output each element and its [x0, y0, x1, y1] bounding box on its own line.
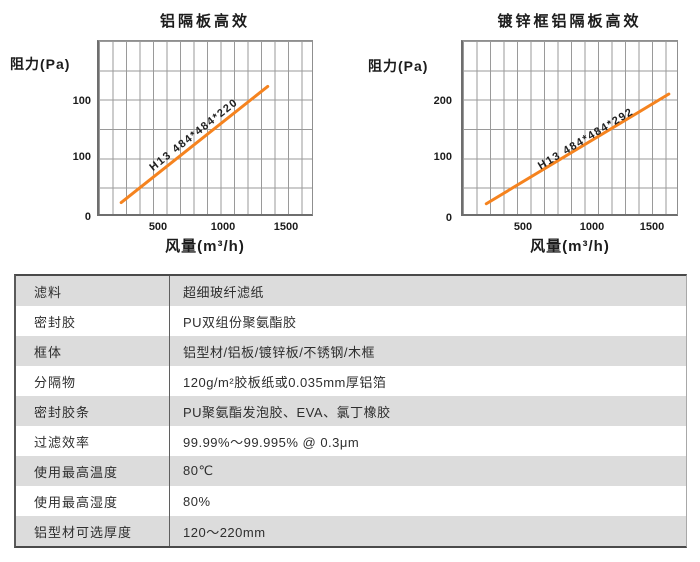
spec-label: 铝型材可选厚度	[16, 516, 170, 546]
spec-label: 使用最高湿度	[16, 486, 170, 516]
x-tick: 500	[148, 221, 168, 233]
spec-label: 框体	[16, 336, 170, 366]
trend-line-label: H13 484*484*292	[536, 105, 636, 173]
x-tick: 1000	[210, 221, 236, 233]
table-row: 过滤效率 99.99%～99.995% @ 0.3μm	[16, 426, 686, 456]
table-row: 框体 铝型材/铝板/镀锌板/不锈钢/木框	[16, 336, 686, 366]
x-tick: 1500	[639, 221, 665, 233]
table-row: 使用最高温度 80℃	[16, 456, 686, 486]
chart-title: 镀锌框铝隔板高效	[497, 13, 642, 30]
y-axis-label: 阻力(Pa)	[368, 58, 429, 74]
spec-label: 过滤效率	[16, 426, 170, 456]
spec-value: 超细玻纤滤纸	[183, 284, 265, 300]
trend-line-label: H13 484*484*220	[147, 96, 241, 174]
table-row: 滤料 超细玻纤滤纸	[16, 276, 686, 306]
plot-area: H13 484*484*220	[97, 40, 313, 216]
table-row: 铝型材可选厚度 120～220mm	[16, 516, 686, 546]
spec-label: 滤料	[16, 276, 170, 306]
x-axis-label: 风量(m³/h)	[165, 238, 245, 255]
y-tick: 100	[72, 95, 91, 107]
y-tick: 100	[72, 151, 91, 163]
spec-value: 80℃	[183, 463, 214, 478]
chart-galvanized-frame: 镀锌框铝隔板高效 阻力(Pa) H13 484*484*292 200 100 …	[350, 0, 700, 268]
table-row: 分隔物 120g/m²胶板纸或0.035mm厚铝箔	[16, 366, 686, 396]
y-tick: 100	[433, 151, 452, 163]
x-tick: 1500	[273, 221, 299, 233]
spec-value: 120～220mm	[183, 524, 266, 540]
y-tick: 0	[445, 212, 452, 224]
y-tick: 0	[84, 211, 91, 223]
table-row: 使用最高湿度 80%	[16, 486, 686, 516]
spec-value: 80%	[183, 493, 211, 509]
spec-value: PU双组份聚氨酯胶	[183, 314, 297, 330]
y-tick: 200	[433, 95, 452, 107]
table-row: 密封胶 PU双组份聚氨酯胶	[16, 306, 686, 336]
x-axis-label: 风量(m³/h)	[530, 238, 610, 255]
chart-title: 铝隔板高效	[159, 13, 250, 30]
chart-aluminum-separator: 铝隔板高效 阻力(Pa) H13 484*484*220 100 100 0 5…	[0, 0, 350, 268]
y-axis-label: 阻力(Pa)	[10, 56, 71, 72]
spec-label: 分隔物	[16, 366, 170, 396]
spec-value: 铝型材/铝板/镀锌板/不锈钢/木框	[183, 344, 375, 360]
specification-table: 滤料 超细玻纤滤纸 密封胶 PU双组份聚氨酯胶 框体 铝型材/铝板/镀锌板/不锈钢/木框分…	[14, 274, 687, 548]
spec-value: 99.99%～99.995% @ 0.3μm	[183, 434, 360, 450]
spec-label: 密封胶条	[16, 396, 170, 426]
spec-label: 使用最高温度	[16, 456, 170, 486]
x-tick: 500	[513, 221, 533, 233]
plot-area: H13 484*484*292	[461, 40, 678, 216]
spec-label: 密封胶	[16, 306, 170, 336]
resistance-trend-line	[119, 84, 270, 205]
spec-value: 120g/m²胶板纸或0.035mm厚铝箔	[183, 374, 387, 390]
x-tick: 1000	[579, 221, 605, 233]
spec-value: PU聚氨酯发泡胶、EVA、氯丁橡胶	[183, 404, 391, 420]
table-row: 密封胶条 PU聚氨酯发泡胶、EVA、氯丁橡胶	[16, 396, 686, 426]
